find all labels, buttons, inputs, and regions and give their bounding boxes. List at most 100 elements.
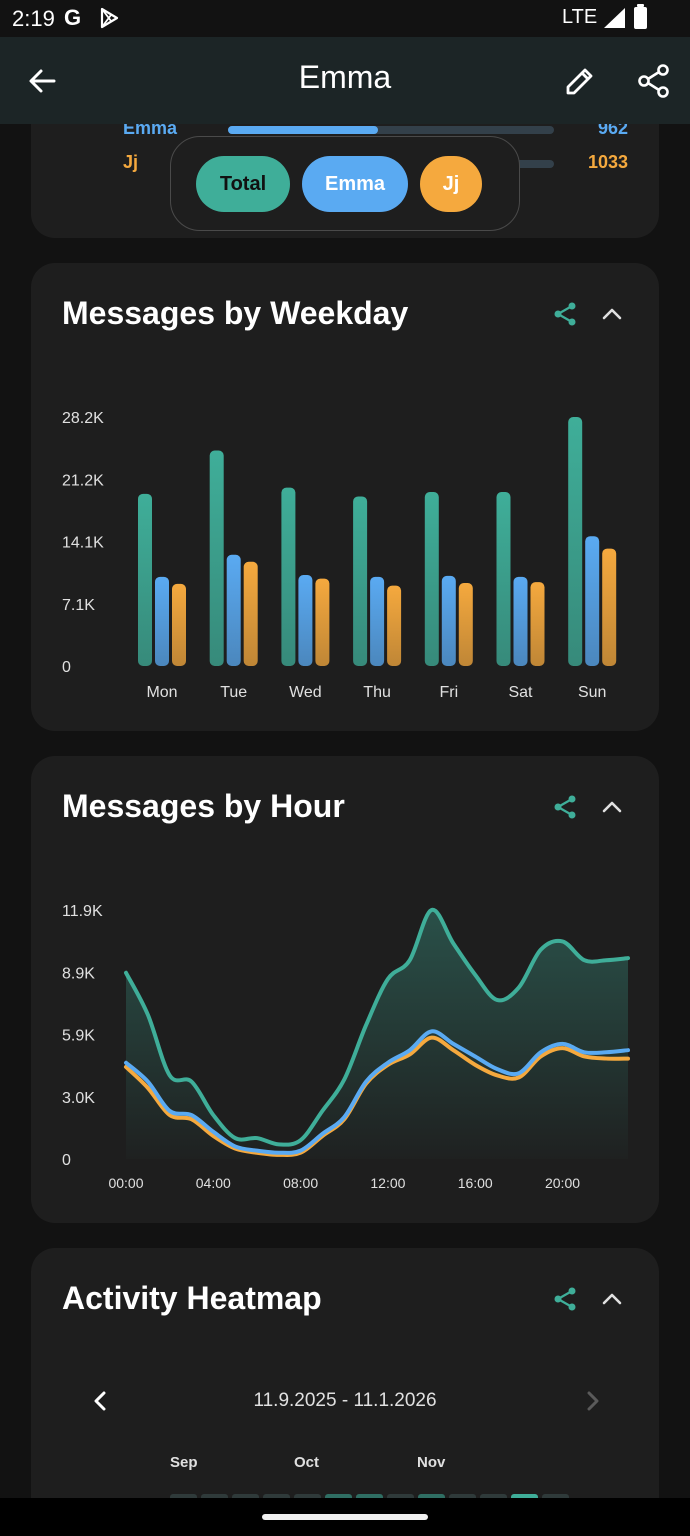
bar-jj-wed[interactable]: [315, 578, 330, 666]
area-total: [126, 909, 628, 1159]
bar-total-fri[interactable]: [424, 492, 439, 666]
x-tick-label: Tue: [220, 684, 247, 701]
y-tick-label: 21.2K: [62, 472, 104, 489]
chevron-right-icon[interactable]: [577, 1386, 607, 1416]
y-tick-label: 3.0K: [62, 1090, 95, 1107]
heatmap-card: Activity Heatmap 11.9.2025 - 11.1.2026 S…: [31, 1248, 659, 1498]
bar-total-sat[interactable]: [496, 492, 511, 666]
heatmap-cell[interactable]: [418, 1494, 445, 1498]
heatmap-cell[interactable]: [449, 1494, 476, 1498]
bar-jj-tue[interactable]: [243, 561, 258, 666]
y-tick-label: 28.2K: [62, 410, 104, 427]
y-tick-label: 11.9K: [62, 903, 103, 920]
weekday-bar-chart: 0 7.1K 14.1K 21.2K 28.2K Mon Tue Wed Thu Fri Sat Su…: [62, 410, 617, 701]
status-bar: 2:19 G LTE: [0, 0, 690, 37]
bar-emma-thu[interactable]: [370, 576, 385, 666]
y-tick-label: 5.9K: [62, 1028, 95, 1045]
y-tick-label: 0: [62, 1152, 71, 1169]
edit-pencil-icon[interactable]: [560, 61, 600, 101]
heatmap-cell[interactable]: [356, 1494, 383, 1498]
series-filter-popup: Total Emma Jj: [170, 136, 520, 231]
share-icon[interactable]: [550, 792, 580, 822]
chevron-left-icon[interactable]: [86, 1386, 116, 1416]
heatmap-cell[interactable]: [325, 1494, 352, 1498]
system-nav-bar: [0, 1498, 690, 1536]
x-tick-label: Mon: [146, 684, 177, 701]
bar-jj-fri[interactable]: [458, 583, 473, 666]
home-gesture-handle[interactable]: [262, 1514, 428, 1520]
bar-total-sun[interactable]: [568, 417, 583, 666]
bar-total-mon[interactable]: [138, 493, 152, 666]
hour-card-title: Messages by Hour: [62, 788, 345, 824]
chip-emma[interactable]: Emma: [302, 156, 408, 212]
heatmap-card-title: Activity Heatmap: [62, 1280, 322, 1316]
heatmap-cell[interactable]: [387, 1494, 414, 1498]
line-emma[interactable]: [124, 1029, 630, 1155]
bar-emma-wed[interactable]: [298, 575, 313, 666]
bar-emma-sun[interactable]: [585, 536, 600, 666]
y-tick-label: 7.1K: [62, 597, 95, 614]
chip-jj[interactable]: Jj: [420, 156, 482, 212]
chevron-up-icon[interactable]: [597, 792, 627, 822]
heatmap-cell[interactable]: [294, 1494, 321, 1498]
x-tick-label: Sat: [508, 684, 533, 701]
bar-jj-thu[interactable]: [387, 585, 402, 666]
hour-line-chart: 0 3.0K 5.9K 8.9K 11.9K 00:00 04:00 08:00 12:00 16…: [62, 903, 630, 1191]
progress-track-emma: [228, 126, 554, 134]
heatmap-date-range: 11.9.2025 - 11.1.2026: [253, 1390, 437, 1411]
bar-emma-tue[interactable]: [226, 554, 241, 666]
x-tick-label: 00:00: [108, 1175, 143, 1191]
share-icon[interactable]: [550, 1284, 580, 1314]
back-arrow-icon[interactable]: [22, 61, 62, 101]
x-tick-label: 12:00: [370, 1175, 405, 1191]
y-tick-label: 8.9K: [62, 965, 95, 982]
scroll-content[interactable]: Emma 962 Jj 1033 Total Emma Jj Messages …: [0, 124, 690, 1498]
play-store-icon: [100, 7, 119, 29]
heatmap-cell[interactable]: [232, 1494, 259, 1498]
heatmap-cell[interactable]: [170, 1494, 197, 1498]
signal-icon: [604, 8, 625, 28]
heatmap-month-label: Nov: [417, 1454, 446, 1471]
y-tick-label: 14.1K: [62, 535, 104, 552]
bar-total-tue[interactable]: [209, 450, 224, 666]
line-total[interactable]: [124, 907, 630, 1147]
chevron-up-icon[interactable]: [597, 299, 627, 329]
row-value-jj: 1033: [587, 152, 628, 172]
chip-total[interactable]: Total: [196, 156, 290, 212]
progress-fill-emma: [228, 126, 378, 134]
heatmap-cell[interactable]: [542, 1494, 569, 1498]
status-time: 2:19: [12, 6, 55, 31]
share-icon[interactable]: [550, 299, 580, 329]
weekday-card: Messages by Weekday 0 7.1K 14.1K 21.2K 28.2K…: [31, 263, 659, 731]
bar-emma-mon[interactable]: [155, 576, 169, 666]
share-icon[interactable]: [634, 61, 674, 101]
heatmap-cell[interactable]: [201, 1494, 228, 1498]
x-tick-label: Sun: [578, 684, 606, 701]
heatmap-cell[interactable]: [263, 1494, 290, 1498]
row-name-emma: Emma: [123, 124, 178, 138]
hour-card: Messages by Hour 0 3.0K 5.9K 8.9K 11.9K 00:00…: [31, 756, 659, 1223]
weekday-card-title: Messages by Weekday: [62, 295, 409, 331]
bar-jj-mon[interactable]: [172, 583, 186, 666]
heatmap-cell[interactable]: [511, 1494, 538, 1498]
x-tick-label: Wed: [289, 684, 322, 701]
row-name-jj: Jj: [123, 152, 139, 172]
heatmap-month-label: Oct: [294, 1454, 320, 1471]
heatmap-month-label: Sep: [170, 1454, 198, 1471]
x-tick-label: 08:00: [283, 1175, 318, 1191]
bar-emma-fri[interactable]: [441, 575, 456, 666]
bar-total-thu[interactable]: [353, 496, 368, 666]
bar-jj-sun[interactable]: [602, 548, 617, 666]
bar-jj-sat[interactable]: [530, 582, 545, 666]
chevron-up-icon[interactable]: [597, 1284, 627, 1314]
x-tick-label: 04:00: [196, 1175, 231, 1191]
bar-total-wed[interactable]: [281, 487, 296, 666]
app-bar: Emma: [0, 37, 690, 124]
x-tick-label: Thu: [363, 684, 391, 701]
network-type: LTE: [562, 6, 598, 28]
x-tick-label: 20:00: [545, 1175, 580, 1191]
y-tick-label: 0: [62, 659, 71, 676]
heatmap-cell[interactable]: [480, 1494, 507, 1498]
row-value-emma: 962: [597, 124, 628, 138]
bar-emma-sat[interactable]: [513, 576, 528, 666]
